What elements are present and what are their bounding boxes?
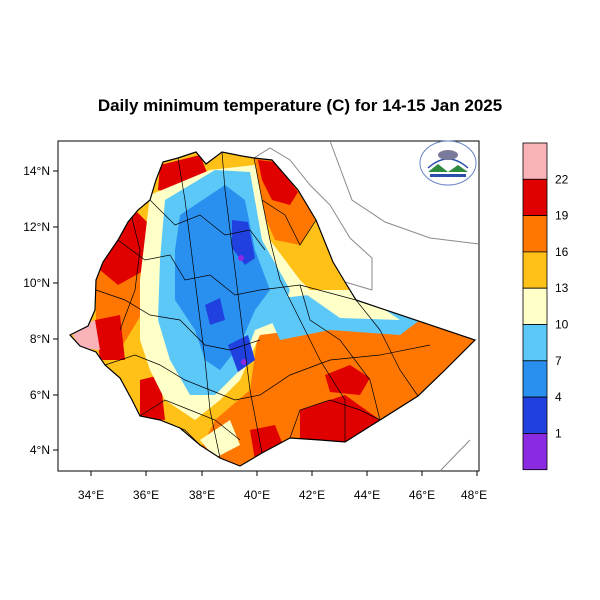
x-tick-label: 48°E bbox=[461, 488, 487, 502]
x-tick-label: 38°E bbox=[189, 488, 215, 502]
x-tick-label: 40°E bbox=[244, 488, 270, 502]
y-tick-label: 6°N bbox=[30, 388, 50, 402]
colorbar: 22 19 16 13 10 7 4 1 bbox=[522, 142, 569, 471]
colorbar-swatch bbox=[522, 396, 548, 434]
y-tick-label: 8°N bbox=[30, 332, 50, 346]
colorbar-label: 10 bbox=[555, 318, 569, 332]
x-tick-label: 46°E bbox=[409, 488, 435, 502]
colorbar-label: 22 bbox=[555, 172, 569, 186]
x-tick-label: 44°E bbox=[354, 488, 380, 502]
ethiopia-outline bbox=[69, 151, 477, 467]
colorbar-swatch bbox=[522, 215, 548, 253]
colorbar-label: 16 bbox=[555, 245, 569, 259]
colorbar-label: 1 bbox=[555, 426, 562, 440]
colorbar-label: 7 bbox=[555, 354, 562, 368]
colorbar-swatch bbox=[522, 287, 548, 325]
x-tick-label: 42°E bbox=[299, 488, 325, 502]
colorbar-swatch bbox=[522, 251, 548, 289]
colorbar-swatch bbox=[522, 432, 548, 471]
colorbar-swatch bbox=[522, 178, 548, 217]
x-tick-label: 34°E bbox=[78, 488, 104, 502]
colorbar-label: 19 bbox=[555, 209, 569, 223]
y-tick-label: 10°N bbox=[23, 276, 50, 290]
y-tick-label: 4°N bbox=[30, 443, 50, 457]
colorbar-swatch bbox=[522, 142, 548, 180]
x-axis: 34°E 36°E 38°E 40°E 42°E 44°E 46°E 48°E bbox=[78, 471, 487, 502]
neighbour-borders bbox=[253, 140, 480, 472]
page-title: Daily minimum temperature (C) for 14-15 … bbox=[97, 96, 503, 115]
agency-logo bbox=[419, 140, 477, 186]
colorbar-swatch bbox=[522, 360, 548, 398]
colorbar-label: 4 bbox=[555, 390, 562, 404]
y-tick-label: 14°N bbox=[23, 164, 50, 178]
y-axis: 14°N 12°N 10°N 8°N 6°N 4°N bbox=[23, 164, 58, 457]
colorbar-label: 13 bbox=[555, 281, 569, 295]
x-tick-label: 36°E bbox=[133, 488, 159, 502]
y-tick-label: 12°N bbox=[23, 220, 50, 234]
colorbar-swatch bbox=[522, 324, 548, 362]
